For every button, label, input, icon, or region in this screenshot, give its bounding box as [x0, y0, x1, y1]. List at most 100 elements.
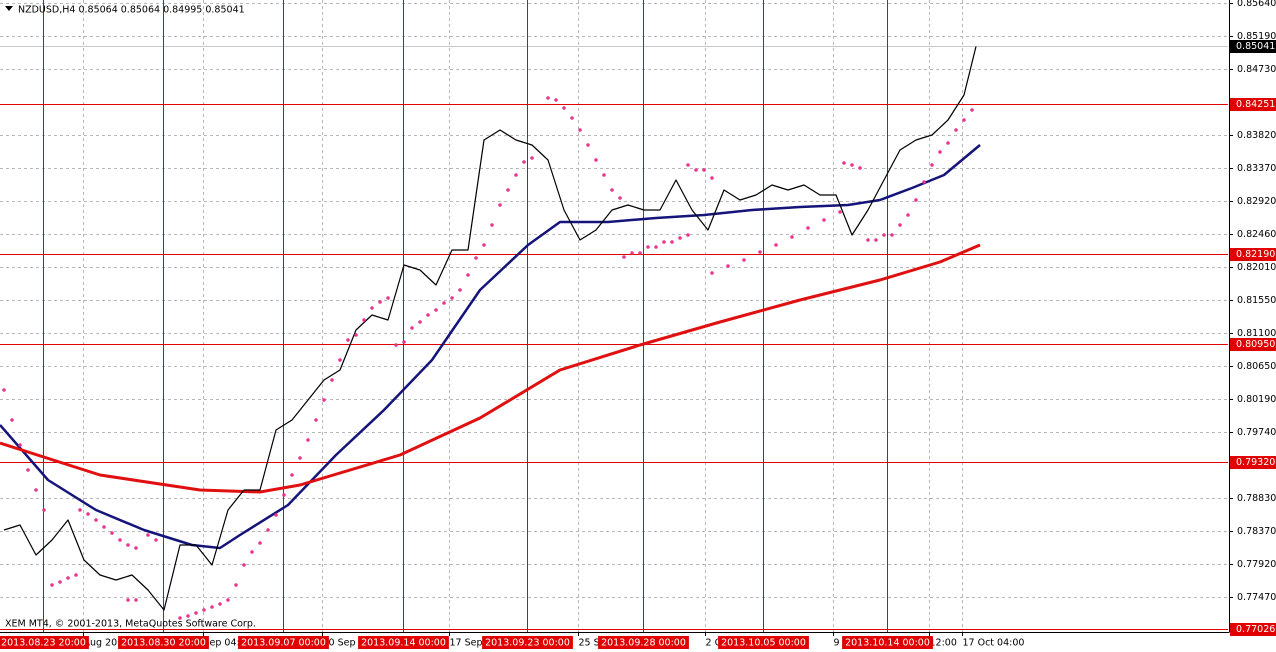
y-tick-label: 0.81100 — [1237, 328, 1276, 339]
sar-dot — [806, 226, 810, 230]
level-label-box — [1230, 456, 1276, 469]
sar-dot — [362, 318, 366, 322]
sar-dot — [506, 188, 510, 192]
x-tick-label: 10 Sep 12:00 — [323, 638, 386, 649]
date-label-box — [238, 636, 329, 649]
sar-dot — [258, 541, 262, 545]
sar-dot — [838, 210, 842, 214]
sar-dot — [774, 243, 778, 247]
date-label: 2013.09.14 00:00 — [361, 638, 446, 649]
sar-dot — [530, 156, 534, 160]
sar-dot — [586, 143, 590, 147]
sar-dot — [410, 326, 414, 330]
sar-dot — [874, 238, 878, 242]
level-label: 0.79320 — [1236, 457, 1275, 468]
sar-dot — [546, 96, 550, 100]
date-label-box — [118, 636, 209, 649]
level-label-box — [1230, 98, 1276, 111]
level-label-box — [1230, 338, 1276, 351]
sar-dot — [10, 418, 14, 422]
sar-dot — [134, 546, 138, 550]
sar-dot — [42, 508, 46, 512]
date-label: 2013.10.14 00:00 — [845, 638, 930, 649]
sar-dot — [26, 468, 30, 472]
date-label-box — [358, 636, 449, 649]
sar-dot — [638, 251, 642, 255]
sar-dot — [218, 602, 222, 606]
sar-dot — [554, 98, 558, 102]
sar-dot — [110, 531, 114, 535]
sar-dot — [686, 233, 690, 237]
date-label-box — [0, 636, 89, 649]
sar-dot — [938, 150, 942, 154]
sar-dot — [594, 158, 598, 162]
sar-dot — [242, 563, 246, 567]
sar-dot — [866, 238, 870, 242]
sar-dot — [906, 213, 910, 217]
sar-dot — [394, 343, 398, 347]
sar-dot — [306, 438, 310, 442]
sar-dot — [290, 473, 294, 477]
sar-dot — [94, 518, 98, 522]
sar-dot — [686, 163, 690, 167]
sar-dot — [50, 583, 54, 587]
sar-dot — [250, 550, 254, 554]
sar-dot — [890, 233, 894, 237]
sar-dot — [426, 313, 430, 317]
sar-dot — [298, 456, 302, 460]
x-tick-label: 2 O — [706, 638, 723, 649]
date-label: 2013.08.23 20:00 — [1, 638, 86, 649]
sar-dot — [474, 256, 478, 260]
sar-dot — [74, 573, 78, 577]
sar-dot — [178, 616, 182, 620]
y-tick-label: 0.82010 — [1237, 262, 1276, 273]
sar-dot — [962, 118, 966, 122]
sar-dot — [86, 512, 90, 516]
sar-dot — [186, 614, 190, 618]
y-tick-label: 0.81550 — [1237, 295, 1276, 306]
sar-dot — [646, 245, 650, 249]
date-label: 2013.09.28 00:00 — [601, 638, 686, 649]
sar-dot — [58, 580, 62, 584]
price-label: 0.85041 — [1236, 41, 1275, 52]
sar-dot — [126, 598, 130, 602]
level-label: 0.82190 — [1236, 249, 1275, 260]
y-tick-label: 0.82460 — [1237, 229, 1276, 240]
sar-dot — [702, 168, 706, 172]
sar-dot — [898, 223, 902, 227]
y-tick-label: 0.85640 — [1237, 0, 1276, 9]
sar-dot — [282, 493, 286, 497]
date-label: 2013.09.23 00:00 — [485, 638, 570, 649]
x-tick-label: 17 Oct 04:00 — [963, 638, 1025, 649]
sar-dot — [194, 611, 198, 615]
sar-dot — [202, 608, 206, 612]
y-tick-label: 0.80650 — [1237, 361, 1276, 372]
sar-dot — [418, 320, 422, 324]
menu-triangle[interactable] — [5, 6, 13, 11]
sar-dot — [34, 488, 38, 492]
sar-dot — [946, 141, 950, 145]
sar-dot — [662, 240, 666, 244]
sar-dot — [922, 180, 926, 184]
date-label: 2013.09.07 00:00 — [241, 638, 326, 649]
y-tick-label: 0.83820 — [1237, 130, 1276, 141]
sar-dot — [330, 378, 334, 382]
sar-dot — [514, 173, 518, 177]
sar-dot — [210, 605, 214, 609]
date-label: 2013.10.05 00:00 — [721, 638, 806, 649]
sar-dot — [610, 188, 614, 192]
y-tick-label: 0.77920 — [1237, 559, 1276, 570]
sar-dot — [630, 251, 634, 255]
sar-dot — [118, 538, 122, 542]
y-tick-label: 0.80190 — [1237, 394, 1276, 405]
sar-dot — [562, 106, 566, 110]
x-tick-label: 12:00 — [930, 638, 957, 649]
x-tick-label: Sep 04:00 — [204, 638, 252, 649]
sar-dot — [402, 340, 406, 344]
sar-dot — [490, 223, 494, 227]
sar-dot — [850, 163, 854, 167]
sar-dot — [954, 128, 958, 132]
sar-dot — [234, 583, 238, 587]
sar-dot — [466, 273, 470, 277]
